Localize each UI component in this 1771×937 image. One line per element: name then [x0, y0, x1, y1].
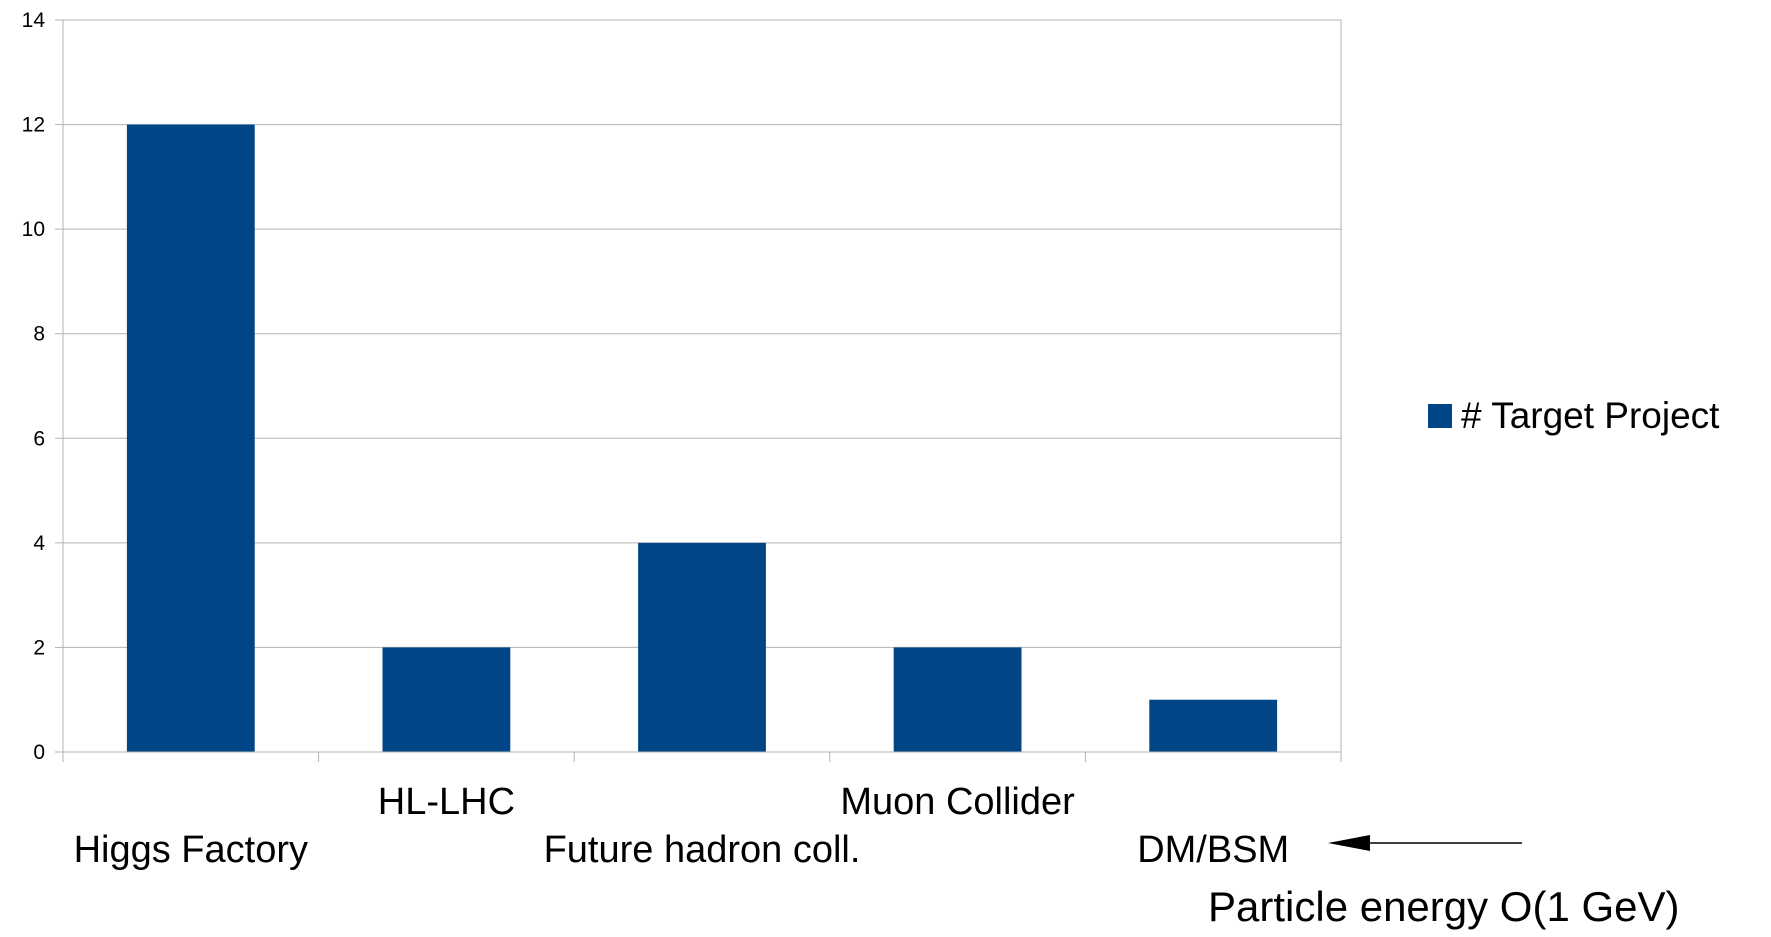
annotation-label: Particle energy O(1 GeV): [1208, 883, 1680, 930]
y-tick-label-12: 12: [22, 114, 45, 137]
bar-muon-collider: [893, 647, 1022, 752]
bar-hl-lhc: [382, 647, 511, 752]
axes: [55, 19, 1342, 762]
y-tick-label-0: 0: [33, 741, 45, 764]
y-tick-label-8: 8: [33, 323, 45, 346]
y-tick-label-6: 6: [33, 427, 45, 450]
grid-lines: [63, 19, 1342, 752]
bar-future-hadron-coll: [638, 542, 766, 752]
y-tick-label-2: 2: [33, 636, 45, 659]
y-tick-label-14: 14: [22, 9, 46, 32]
legend-label: # Target Project: [1461, 395, 1720, 436]
legend-swatch: [1428, 404, 1452, 428]
x-tick-label-1: HL-LHC: [378, 781, 515, 823]
legend: # Target Project: [1428, 395, 1720, 436]
bars: [126, 124, 1278, 753]
bar-higgs-factory: [126, 124, 255, 753]
x-tick-labels: Higgs Factory HL-LHC Future hadron coll. Mu…: [74, 781, 1290, 871]
x-tick-label-2: Future hadron coll.: [544, 829, 861, 871]
annotation-arrowhead: [1328, 835, 1370, 851]
x-tick-label-0: Higgs Factory: [74, 829, 308, 871]
y-tick-labels: 0 2 4 6 8 10 12 14: [22, 9, 46, 764]
bar-dm-bsm: [1149, 699, 1278, 752]
x-tick-label-4: DM/BSM: [1137, 829, 1289, 871]
x-tick-label-3: Muon Collider: [840, 781, 1075, 823]
y-tick-label-10: 10: [22, 218, 45, 241]
y-tick-label-4: 4: [33, 532, 45, 555]
energy-annotation: Particle energy O(1 GeV): [1208, 835, 1680, 930]
